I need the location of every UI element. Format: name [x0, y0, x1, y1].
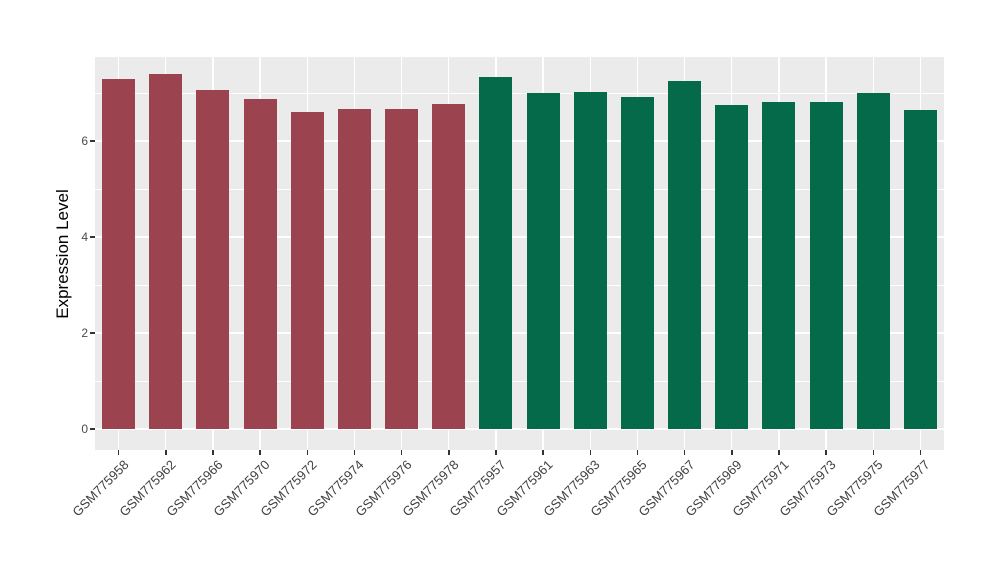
- gridline-major: [95, 332, 944, 334]
- bar: [856, 93, 890, 429]
- x-tick-mark: [495, 450, 497, 455]
- bar: [243, 98, 277, 429]
- bar: [196, 90, 230, 429]
- x-tick-mark: [542, 450, 544, 455]
- bar: [620, 96, 654, 429]
- bar: [102, 79, 136, 429]
- y-tick-mark: [90, 332, 95, 334]
- x-tick-mark: [400, 450, 403, 455]
- x-tick-mark: [636, 450, 639, 455]
- x-tick-mark: [306, 450, 308, 455]
- x-tick-mark: [353, 450, 356, 455]
- gridline-minor: [95, 284, 944, 286]
- bar: [715, 105, 749, 429]
- y-axis-tick-label: 2: [81, 326, 88, 340]
- bar: [903, 109, 937, 429]
- x-tick-mark: [259, 450, 261, 455]
- y-axis-tick-label: 6: [81, 134, 88, 148]
- y-axis-tick-label: 0: [81, 422, 88, 436]
- bar: [385, 109, 419, 429]
- x-tick-mark: [731, 450, 733, 455]
- x-tick-mark: [778, 450, 780, 455]
- x-tick-mark: [919, 450, 922, 455]
- gridline-major: [95, 428, 944, 430]
- bar: [149, 74, 183, 429]
- gridline-major: [95, 236, 944, 238]
- bar: [337, 108, 371, 429]
- y-axis-title: Expression Level: [53, 189, 72, 319]
- bar: [668, 80, 702, 429]
- bar: [526, 92, 560, 429]
- gridline-minor: [95, 380, 944, 382]
- gridline-minor: [95, 188, 944, 190]
- y-tick-mark: [90, 140, 95, 142]
- bar: [479, 77, 513, 429]
- plot-panel: [95, 57, 944, 450]
- bar: [290, 111, 324, 429]
- x-tick-mark: [683, 450, 686, 455]
- y-axis-tick-label: 4: [81, 230, 88, 244]
- x-tick-mark: [448, 450, 450, 455]
- x-tick-mark: [165, 450, 167, 455]
- x-tick-mark: [872, 450, 874, 455]
- y-tick-mark: [90, 236, 95, 238]
- bar: [762, 102, 796, 429]
- x-tick-mark: [589, 450, 591, 455]
- gridline-major: [95, 140, 944, 142]
- y-tick-mark: [90, 428, 95, 430]
- x-tick-mark: [825, 450, 827, 455]
- bar: [573, 91, 607, 429]
- x-tick-mark: [212, 450, 214, 455]
- bar: [809, 102, 843, 429]
- bar: [432, 103, 466, 429]
- gridline-minor: [95, 92, 944, 94]
- x-tick-mark: [117, 450, 120, 455]
